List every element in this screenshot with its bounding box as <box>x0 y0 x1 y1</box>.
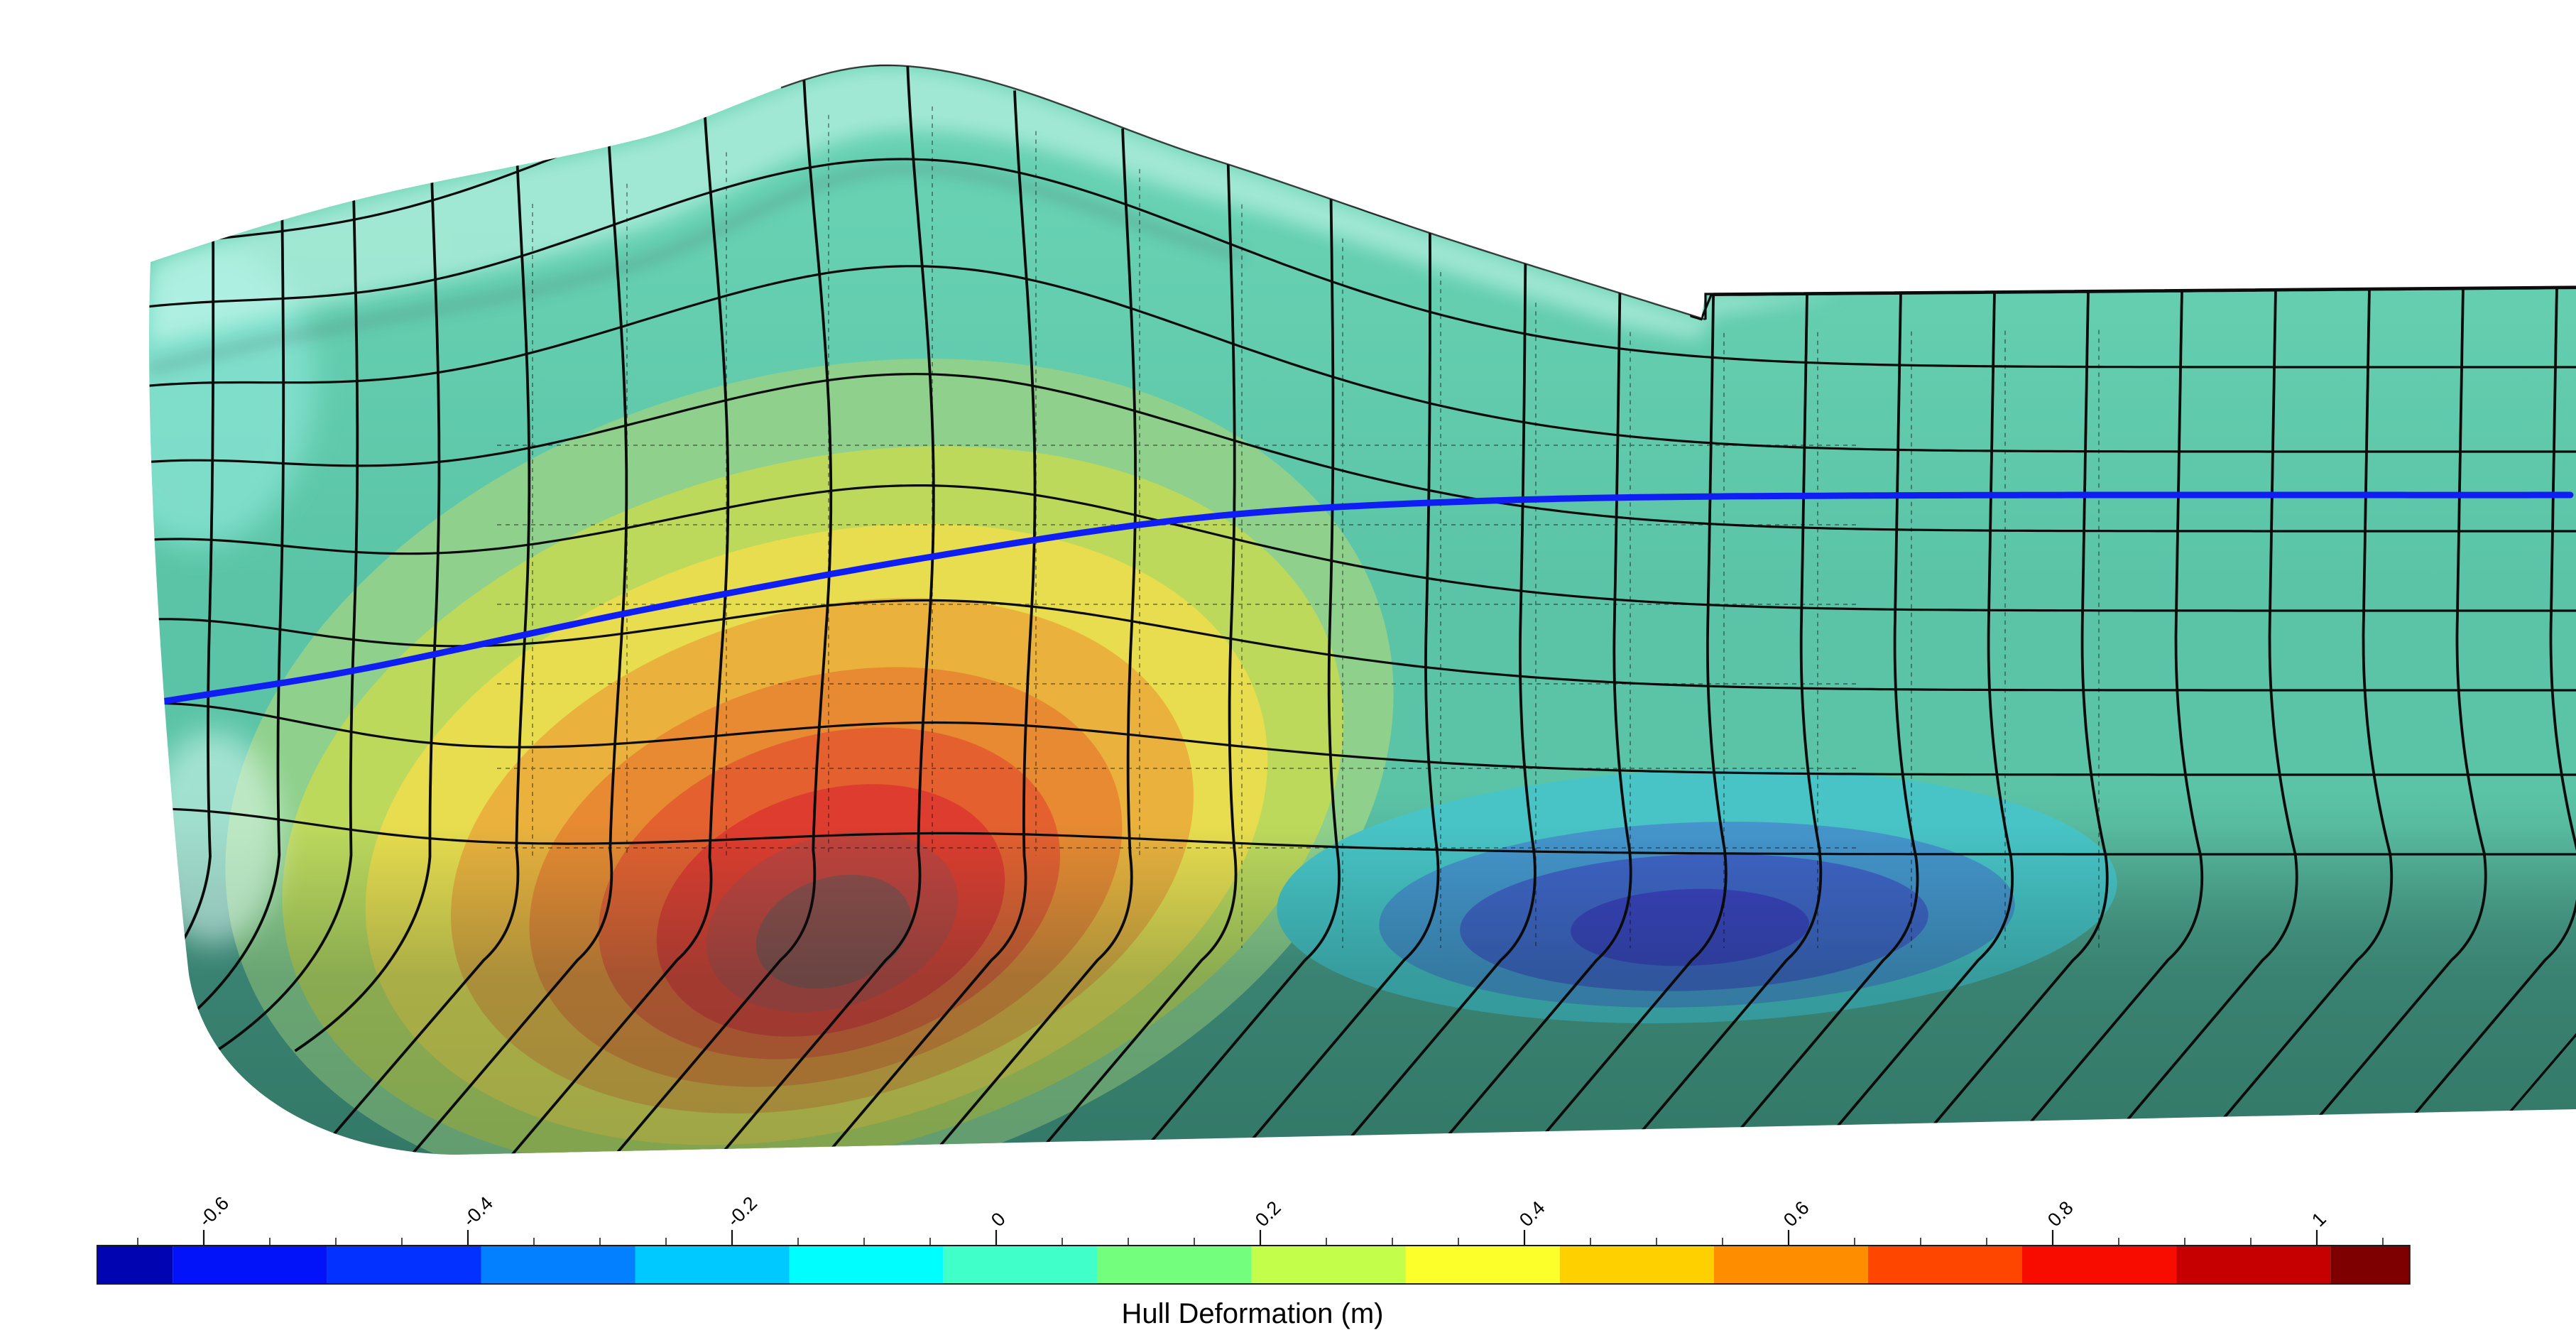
svg-text:-0.6: -0.6 <box>195 1192 233 1231</box>
colorbar-tick-labels: -0.6 -0.4 -0.2 0 0.2 0.4 0.6 0.8 1 <box>195 1192 2330 1231</box>
bow-bottom-highlight <box>149 731 280 944</box>
colorbar-bands <box>97 1246 2410 1284</box>
deck-edge-step <box>1704 285 2576 320</box>
svg-text:0.8: 0.8 <box>2043 1197 2078 1231</box>
sheer-edge <box>780 64 1706 321</box>
svg-text:-0.4: -0.4 <box>459 1192 497 1231</box>
svg-text:0.2: 0.2 <box>1251 1197 1285 1231</box>
bilge-shading <box>149 824 2576 1155</box>
colorbar: -0.6 -0.4 -0.2 0 0.2 0.4 0.6 0.8 1 <box>96 1192 2411 1285</box>
hull-mesh <box>149 65 2576 1155</box>
svg-text:1: 1 <box>2308 1208 2330 1231</box>
deck-round-shadow-line <box>149 162 1245 376</box>
waterline-line <box>158 491 2574 705</box>
colorbar-major-ticks <box>202 1230 2318 1245</box>
svg-text:0.4: 0.4 <box>1515 1197 1549 1231</box>
svg-text:-0.2: -0.2 <box>723 1192 761 1231</box>
colorbar-frame <box>96 1245 2411 1285</box>
hull-3d-scene <box>149 64 2576 1155</box>
colorbar-title: Hull Deformation (m) <box>1121 1298 1384 1329</box>
svg-text:0: 0 <box>987 1208 1010 1231</box>
sheer-highlight-band <box>151 65 1840 345</box>
svg-text:0.6: 0.6 <box>1779 1197 1813 1231</box>
colorbar-minor-ticks <box>137 1238 2384 1245</box>
